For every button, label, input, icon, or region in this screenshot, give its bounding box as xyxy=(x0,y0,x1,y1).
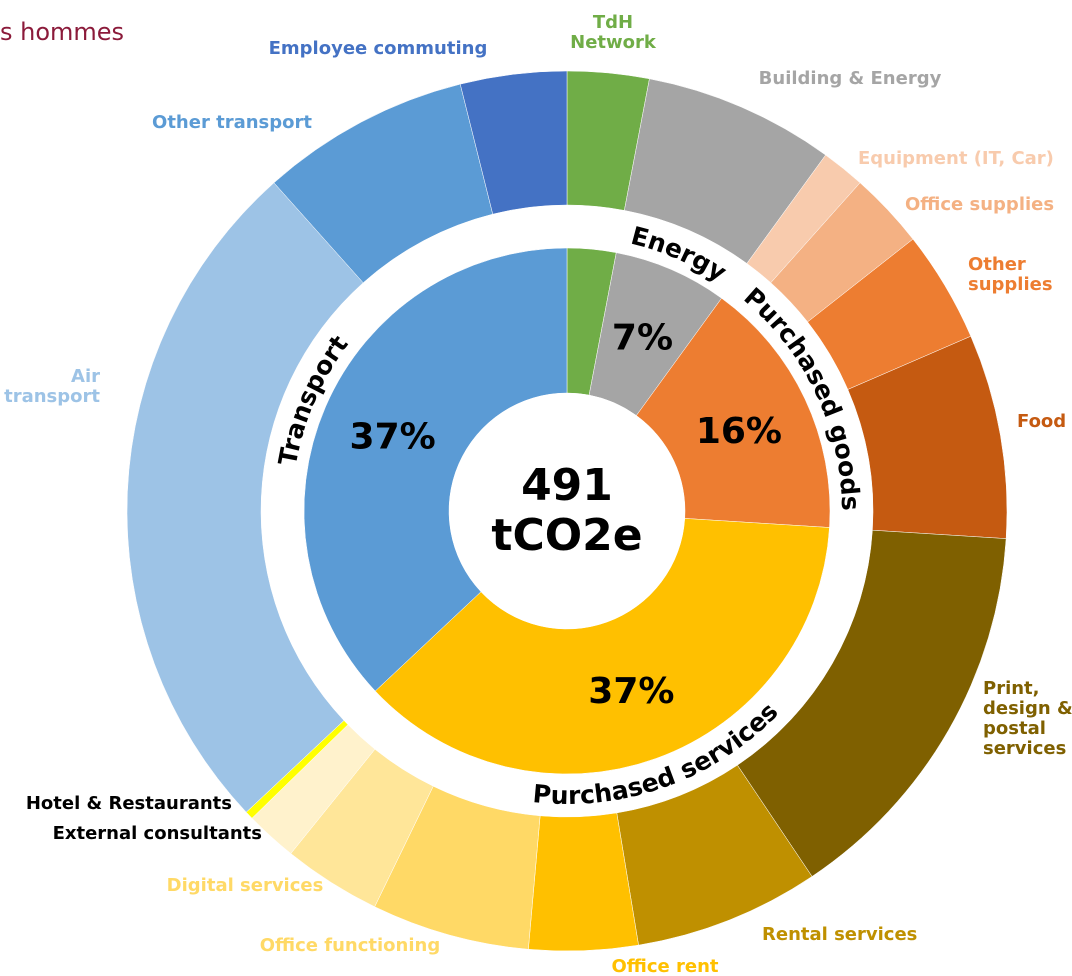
outer-label: Food xyxy=(1017,411,1066,432)
outer-label: External consultants xyxy=(53,823,262,844)
percent-label: 7% xyxy=(612,318,673,359)
outer-label: Rental services xyxy=(762,924,917,945)
outer-label: Building & Energy xyxy=(759,68,942,89)
center-hole xyxy=(449,393,685,629)
outer-label: Other transport xyxy=(152,112,312,133)
outer-label: Print, design & postal services xyxy=(983,678,1072,759)
center-unit: tCO2e xyxy=(491,510,642,561)
outer-label: Office functioning xyxy=(260,935,440,956)
outer-segment xyxy=(737,529,1007,877)
percent-label: 16% xyxy=(696,411,782,452)
outer-label: Digital services xyxy=(167,875,324,896)
title: s hommes xyxy=(0,18,124,46)
outer-label: TdH Network xyxy=(570,12,657,53)
percent-label: 37% xyxy=(588,671,674,712)
outer-segment xyxy=(126,182,364,813)
outer-label: Other supplies xyxy=(968,254,1053,295)
percent-label: 37% xyxy=(350,417,436,458)
center-value: 491 xyxy=(521,460,613,511)
outer-label: Employee commuting xyxy=(269,38,488,59)
outer-label: Office supplies xyxy=(905,194,1054,215)
outer-label: Office rent xyxy=(611,956,718,976)
outer-label: Air transport xyxy=(4,366,100,407)
outer-label: Hotel & Restaurants xyxy=(26,793,232,814)
outer-label: Equipment (IT, Car) xyxy=(858,148,1054,169)
outer-segment xyxy=(459,70,568,215)
